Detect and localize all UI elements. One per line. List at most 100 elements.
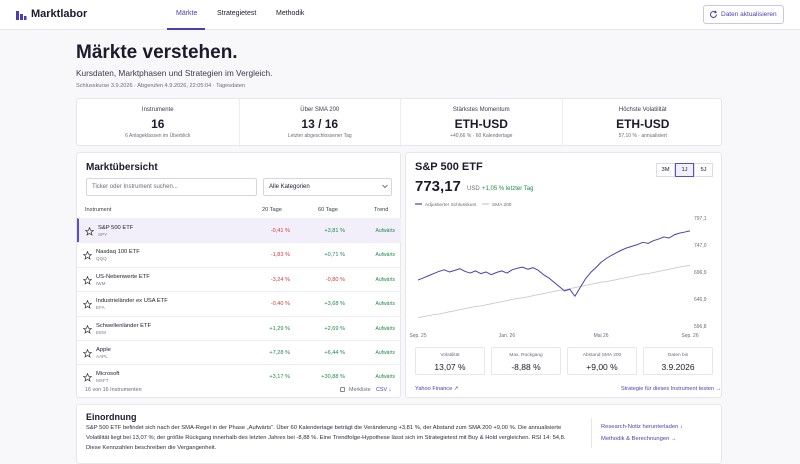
sma-line	[417, 265, 691, 319]
source-link[interactable]: Yahoo Finance ↗	[415, 386, 459, 392]
change-20d: +7,28 %	[269, 350, 290, 356]
watchlist-star[interactable]	[83, 324, 92, 334]
data-meta: Schlusskurse 3.9.2026 · Abgerufen 4.9.20…	[76, 83, 246, 89]
range-button[interactable]: 5J	[694, 163, 713, 177]
metric-label: Volatilität	[440, 353, 460, 358]
stats-card: Instrumente 16 6 Anlageklassen im Überblic…	[76, 98, 722, 147]
stat-label: Über SMA 200	[300, 107, 340, 113]
instrument-name: Apple	[96, 347, 111, 353]
column-header[interactable]: Trend	[374, 207, 389, 213]
category-select[interactable]	[263, 178, 392, 196]
day-change: +1,05 % letzter Tag	[482, 186, 534, 192]
ticker: QQQ	[96, 256, 107, 262]
change-60d: +2,69 %	[324, 325, 345, 332]
refresh-label: Daten aktualisieren	[721, 11, 777, 18]
logo[interactable]: Marktlabor	[31, 8, 88, 20]
metric: Volatilität 13,07 %	[415, 347, 485, 375]
watchlist-star[interactable]	[83, 349, 92, 358]
legend-label: SMA 200	[492, 202, 512, 208]
x-tick-label: Sep. 25	[409, 333, 426, 339]
instrument-row[interactable]: Nasdaq 100 ETF QQQ -1,83 % +0,71 % Aufwärts	[77, 242, 401, 266]
instrument-row[interactable]: S&P 500 ETF SPY -0,41 % +3,81 % Aufwärts	[77, 218, 401, 243]
category-select-label: Alle Kategorien	[269, 184, 310, 190]
search-placeholder: Ticker oder Instrument suchen...	[92, 184, 178, 190]
instrument-row[interactable]: Industrieländer ex USA ETF EFA -0,40 % +3,6…	[77, 291, 401, 315]
page-title: Märkte verstehen.	[76, 42, 238, 63]
instrument-row[interactable]: Schwellenländer ETF EEM +1,29 % +2,69 % Aufw…	[77, 315, 401, 340]
stat: Stärkstes Momentum ETH-USD +40,66 % · 60 K…	[400, 99, 562, 147]
nav-link[interactable]: Methodik	[276, 10, 305, 17]
summary-text: S&P 500 ETF befindet sich nach der SMA-R…	[86, 425, 566, 451]
search-input[interactable]	[86, 178, 257, 196]
ticker: SPY	[98, 232, 108, 237]
download-link[interactable]: Research-Notiz herunterladen ↓	[601, 424, 683, 430]
watchlist-star[interactable]	[83, 275, 92, 285]
metric-value: 13,07 %	[434, 362, 466, 372]
ticker: MSFT	[96, 378, 109, 384]
metric-label: Daten bis	[667, 353, 689, 358]
logo-icon	[16, 11, 27, 20]
ticker: IWM	[96, 280, 106, 286]
instrument-row[interactable]: Microsoft MSFT +3,17 % +30,88 % Aufwärts	[77, 364, 401, 388]
y-tick-label: 747,0	[694, 243, 707, 249]
change-60d: +0,71 %	[324, 252, 345, 259]
refresh-button[interactable]	[703, 5, 784, 24]
change-60d: +6,44 %	[324, 350, 345, 356]
instrument-row[interactable]: Apple AAPL +7,28 % +6,44 % Aufwärts	[77, 340, 401, 364]
stat-value: ETH-USD	[454, 117, 508, 131]
y-tick-label: 797,1	[694, 216, 707, 222]
instrument-name: Nasdaq 100 ETF	[96, 249, 140, 256]
legend-label: Adjustierter Schlusskurs	[425, 202, 477, 208]
instrument-row[interactable]: US-Nebenwerte ETF IWM -3,24 % -0,80 % Aufwär…	[77, 266, 401, 291]
range-button[interactable]: 1J	[675, 163, 694, 177]
watchlist-checkbox[interactable]	[340, 387, 345, 392]
watchlist-star[interactable]	[83, 373, 92, 383]
change-20d: +3,17 %	[269, 374, 290, 381]
trend: Aufwärts	[375, 276, 395, 283]
y-tick-label: 696,9	[694, 270, 707, 276]
change-20d: -3,24 %	[270, 276, 290, 283]
instrument-name: Schwellenländer ETF	[96, 322, 152, 329]
stat-note: 57,10 % · annualisiert	[618, 133, 667, 139]
watchlist-star[interactable]	[83, 251, 92, 261]
currency: USD	[467, 186, 480, 192]
instrument-name: S&P 500 ETF	[98, 225, 134, 231]
stat-label: Stärkstes Momentum	[452, 107, 510, 113]
stat-value: ETH-USD	[616, 117, 670, 131]
metric-value: 3.9.2026	[661, 362, 695, 372]
trend: Aufwärts	[375, 228, 395, 234]
select-chevron	[382, 184, 388, 189]
change-20d: -0,40 %	[270, 301, 290, 308]
change-20d: -1,83 %	[270, 252, 290, 259]
watchlist-star[interactable]	[83, 300, 92, 309]
stat-value: 13 / 16	[301, 117, 339, 131]
strategy-link[interactable]: Strategie für dieses Instrument testen →	[621, 386, 722, 392]
nav-link[interactable]: Märkte	[176, 10, 198, 17]
metric-value: -8,88 %	[511, 362, 541, 372]
y-tick-label: 596,8	[694, 324, 707, 330]
trend: Aufwärts	[375, 301, 395, 308]
price-line	[417, 230, 691, 297]
metric-value: +9,00 %	[586, 362, 618, 372]
x-tick-label: Mai 26	[594, 333, 609, 339]
instrument-name: Microsoft	[96, 371, 120, 378]
csv-export[interactable]: CSV ↓	[376, 387, 392, 393]
stat-label: Instrumente	[141, 107, 174, 113]
ticker: EFA	[96, 305, 105, 311]
watchlist-star[interactable]	[85, 227, 94, 236]
nav-link[interactable]: Strategietest	[217, 10, 257, 17]
ticker: AAPL	[96, 354, 108, 359]
column-header[interactable]: Instrument	[85, 207, 112, 213]
column-header[interactable]: 20 Tage	[262, 207, 282, 213]
app: Marktlabor Märkte Strategietest Methodik…	[0, 5, 800, 464]
change-20d: +1,29 %	[269, 325, 290, 332]
x-tick-label: Jan. 26	[499, 333, 516, 339]
instrument-name: US-Nebenwerte ETF	[96, 273, 150, 280]
range-button[interactable]: 3M	[656, 163, 675, 177]
column-header[interactable]: 60 Tage	[318, 207, 338, 213]
page-subtitle: Kursdaten, Marktphasen und Strategien im…	[76, 68, 273, 78]
stat-label: Höchste Volatilität	[618, 107, 667, 113]
panel-title: Marktübersicht	[86, 162, 158, 173]
methodology-link[interactable]: Methodik & Berechnungen →	[601, 436, 677, 442]
price: 773,17	[415, 178, 461, 195]
